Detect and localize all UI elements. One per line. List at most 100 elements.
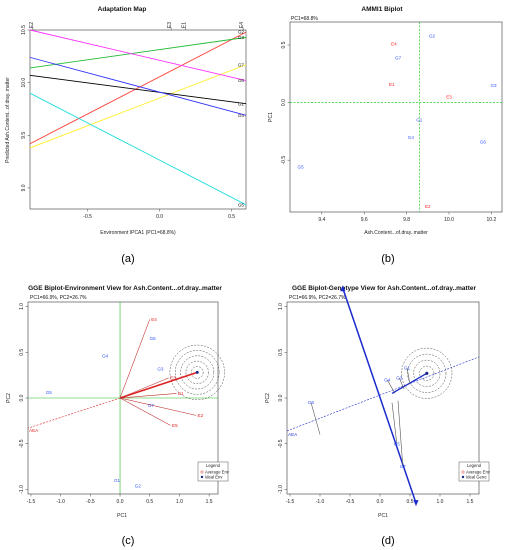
y-tick-label: -0.5 xyxy=(281,156,287,165)
genotype-label: G1 xyxy=(114,478,121,483)
genotype-projection xyxy=(397,400,404,467)
x-tick-label: -0.5 xyxy=(86,499,95,505)
plot-frame xyxy=(289,21,503,213)
chart-title: GGE Biplot-Environment View for Ash.Cont… xyxy=(28,285,222,292)
point-label: G1 xyxy=(416,117,423,122)
x-tick-label: -0.5 xyxy=(83,214,92,220)
genotype-label: G1 xyxy=(404,365,411,370)
env-vector xyxy=(120,393,177,399)
genotype-label: G6 xyxy=(308,400,315,405)
caption-c: (c) xyxy=(122,535,135,547)
ammi1-biplot-panel: AMMI1 Biplot PC1=68.8% 9.4 9.6 9.8 10.0 10.2… xyxy=(268,6,503,265)
genotype-label: G5 xyxy=(394,441,401,446)
top-env-label: E3 xyxy=(167,22,173,28)
legend-title: Legend xyxy=(206,463,221,468)
x-tick-label: 0.0 xyxy=(156,214,163,220)
legend-item: Ideal Geno xyxy=(466,475,487,480)
genotype-label: G3 xyxy=(157,366,164,371)
env-vector xyxy=(119,397,171,426)
top-env-label: E2 xyxy=(29,22,35,28)
series-label: G3 xyxy=(238,35,245,40)
aec-ordinate-line xyxy=(342,288,417,504)
point-label: E1 xyxy=(389,82,395,87)
gge-genotype-view-panel: GGE Biplot-Genotype View for Ash.Content… xyxy=(265,285,491,547)
env-label: E4 xyxy=(151,317,157,322)
x-tick-label: -1.5 xyxy=(27,499,36,505)
point-label: E3 xyxy=(446,94,452,99)
ideal-geno-ring xyxy=(413,359,441,387)
plot-frame xyxy=(286,301,480,495)
genotype-projection xyxy=(386,379,396,394)
y-tick-label: 0.0 xyxy=(281,99,287,106)
series-label: G4 xyxy=(238,113,245,118)
ideal-env-ring xyxy=(175,350,220,395)
legend-marker xyxy=(200,470,204,474)
aea-label: AEA xyxy=(288,432,298,437)
series-line xyxy=(29,92,247,206)
genotype-label: G3 xyxy=(396,375,403,380)
aea-dashed-line xyxy=(27,397,121,429)
genotype-projection xyxy=(391,402,398,444)
y-axis-label: Predicted Ash.Content...of.dray..matter xyxy=(5,77,11,163)
series-line xyxy=(29,74,247,105)
x-tick-label: -0.5 xyxy=(346,499,355,505)
arrow-head-up xyxy=(340,285,346,292)
chart-subtitle: PC1=68.8% xyxy=(291,16,318,22)
x-axis-label: Environment IPCA1 (PC1=68.8%) xyxy=(100,230,176,236)
x-axis-label: PC1 xyxy=(378,513,388,519)
series-line xyxy=(29,56,247,116)
ideal-geno-point xyxy=(425,371,429,375)
genotype-label: G4 xyxy=(384,377,391,382)
x-axis-label: Ash.Content...of.dray..matter xyxy=(364,230,428,236)
env-label: E3 xyxy=(170,375,176,380)
x-tick-label: 0.5 xyxy=(146,499,153,505)
y-tick-label: 10.5 xyxy=(21,25,27,35)
point-label: G6 xyxy=(480,139,487,144)
point-label: E4 xyxy=(391,41,397,46)
point-label: G7 xyxy=(395,55,402,60)
genotype-projection xyxy=(398,377,405,389)
env-vector xyxy=(119,397,197,416)
x-tick-label: 1.5 xyxy=(206,499,213,505)
chart-title: Adaptation Map xyxy=(98,6,147,13)
point-label: G4 xyxy=(408,135,415,140)
aea-arrow xyxy=(119,371,198,399)
env-label: E2 xyxy=(198,413,204,418)
legend-marker xyxy=(200,475,204,479)
x-tick-label: 0.0 xyxy=(117,499,124,505)
genotype-label: G7 xyxy=(400,464,407,469)
legend-item: Ideal Env xyxy=(205,475,223,480)
ideal-env-ring xyxy=(185,360,209,384)
point-label: E2 xyxy=(425,204,431,209)
genotype-label: G5 xyxy=(46,390,53,395)
series-line xyxy=(29,31,247,145)
legend-item: Average Env xyxy=(205,470,230,475)
y-tick-label: 1.0 xyxy=(278,303,284,310)
x-tick-label: 9.6 xyxy=(361,217,368,223)
series-line xyxy=(29,64,247,149)
legend-marker xyxy=(461,475,465,479)
x-tick-label: 1.0 xyxy=(437,499,444,505)
adaptation-map-panel: Adaptation Map -0.5 0.0 0.59.09.510.010.5E… xyxy=(5,6,247,265)
y-tick-label: 9.0 xyxy=(21,184,27,191)
y-axis-label: PC2 xyxy=(265,393,271,403)
x-tick-label: 1.0 xyxy=(176,499,183,505)
y-tick-label: -0.5 xyxy=(278,439,284,448)
point-label: G2 xyxy=(429,33,436,38)
x-tick-label: -1.0 xyxy=(56,499,65,505)
y-tick-label: 10.0 xyxy=(21,78,27,88)
series-label: G1 xyxy=(238,101,245,106)
genotype-label: G2 xyxy=(135,483,142,488)
ideal-env-ring xyxy=(169,344,225,400)
x-tick-label: -1.5 xyxy=(286,499,295,505)
env-label: E5 xyxy=(172,423,178,428)
x-tick-label: 10.2 xyxy=(487,217,497,223)
x-tick-label: 0.5 xyxy=(407,499,414,505)
x-tick-label: -1.0 xyxy=(316,499,325,505)
genotype-projection xyxy=(406,367,411,385)
chart-title: GGE Biplot-Genotype View for Ash.Content… xyxy=(292,285,477,292)
y-tick-label: 9.5 xyxy=(21,132,27,139)
caption-d: (d) xyxy=(381,535,394,547)
chart-subtitle: PC1=66.9%, PC2=26.7% xyxy=(289,295,346,301)
y-tick-label: 0.0 xyxy=(19,394,25,401)
